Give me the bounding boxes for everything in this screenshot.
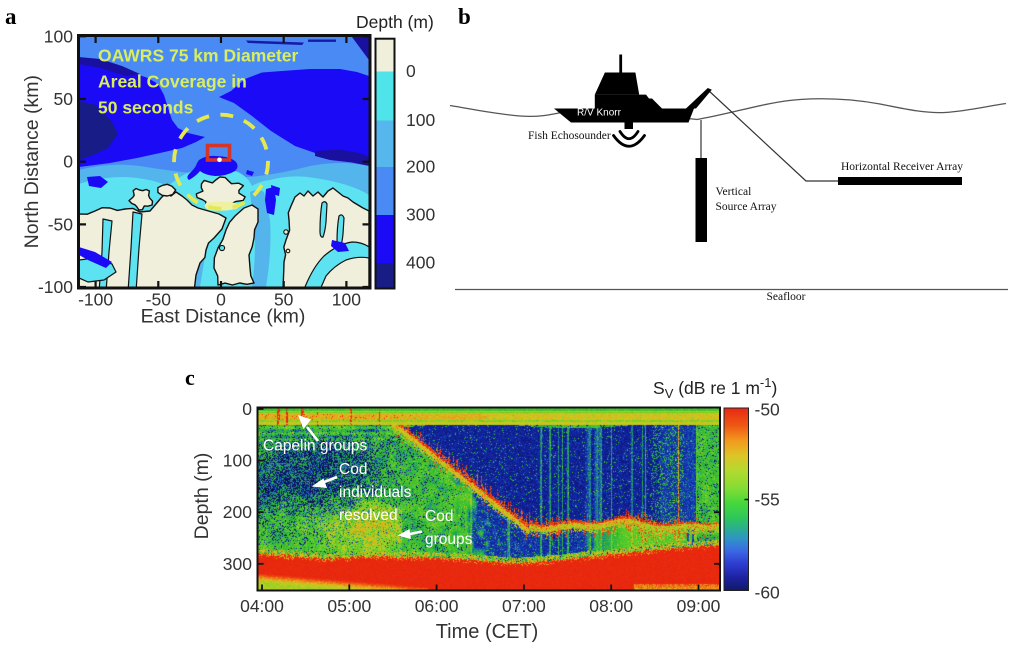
svg-text:100: 100: [332, 290, 361, 310]
svg-text:SV (dB re 1 m-1): SV (dB re 1 m-1): [653, 375, 777, 401]
svg-text:Cod: Cod: [425, 508, 453, 525]
svg-text:-100: -100: [38, 277, 73, 297]
svg-text:100: 100: [223, 451, 252, 471]
svg-text:Areal Coverage in: Areal Coverage in: [98, 72, 247, 92]
svg-text:Seafloor: Seafloor: [767, 291, 806, 303]
svg-text:Fish Echosounder: Fish Echosounder: [528, 130, 611, 142]
svg-text:Depth (m): Depth (m): [191, 453, 213, 540]
svg-text:06:00: 06:00: [415, 596, 459, 616]
svg-text:c: c: [185, 365, 195, 390]
svg-text:0: 0: [216, 290, 226, 310]
svg-text:04:00: 04:00: [240, 596, 284, 616]
svg-text:-100: -100: [78, 290, 113, 310]
svg-text:200: 200: [406, 157, 435, 177]
svg-text:a: a: [5, 4, 17, 29]
svg-text:b: b: [458, 4, 471, 29]
svg-text:Source Array: Source Array: [716, 201, 777, 213]
svg-text:Cod: Cod: [339, 461, 367, 478]
svg-text:0: 0: [63, 152, 73, 172]
svg-text:Depth (m): Depth (m): [356, 12, 434, 32]
svg-text:100: 100: [406, 110, 435, 130]
svg-text:05:00: 05:00: [327, 596, 371, 616]
svg-text:50 seconds: 50 seconds: [98, 98, 194, 118]
svg-text:Vertical: Vertical: [716, 186, 752, 198]
svg-text:R/V Knorr: R/V Knorr: [577, 108, 622, 119]
svg-text:-50: -50: [146, 290, 172, 310]
svg-text:300: 300: [223, 554, 252, 574]
svg-text:09:00: 09:00: [677, 596, 721, 616]
svg-text:resolved: resolved: [339, 507, 398, 524]
svg-text:groups: groups: [425, 531, 473, 548]
svg-text:400: 400: [406, 253, 435, 273]
svg-text:North Distance (km): North Distance (km): [21, 75, 43, 248]
svg-text:50: 50: [274, 290, 294, 310]
svg-text:300: 300: [406, 205, 435, 225]
svg-text:-50: -50: [755, 400, 781, 420]
svg-text:50: 50: [54, 89, 74, 109]
svg-text:Time (CET): Time (CET): [436, 621, 539, 643]
svg-text:100: 100: [44, 26, 73, 46]
svg-text:0: 0: [242, 399, 252, 419]
svg-text:0: 0: [406, 61, 416, 81]
svg-text:08:00: 08:00: [589, 596, 633, 616]
svg-text:200: 200: [223, 502, 252, 522]
svg-text:-55: -55: [755, 490, 780, 510]
svg-text:individuals: individuals: [339, 484, 412, 501]
svg-text:OAWRS 75 km Diameter: OAWRS 75 km Diameter: [98, 46, 299, 66]
svg-text:Capelin groups: Capelin groups: [263, 438, 368, 455]
svg-text:-50: -50: [48, 214, 74, 234]
svg-text:East Distance (km): East Distance (km): [141, 306, 306, 328]
svg-text:07:00: 07:00: [502, 596, 546, 616]
svg-text:-60: -60: [755, 583, 781, 603]
svg-text:Horizontal Receiver Array: Horizontal Receiver Array: [841, 161, 963, 173]
